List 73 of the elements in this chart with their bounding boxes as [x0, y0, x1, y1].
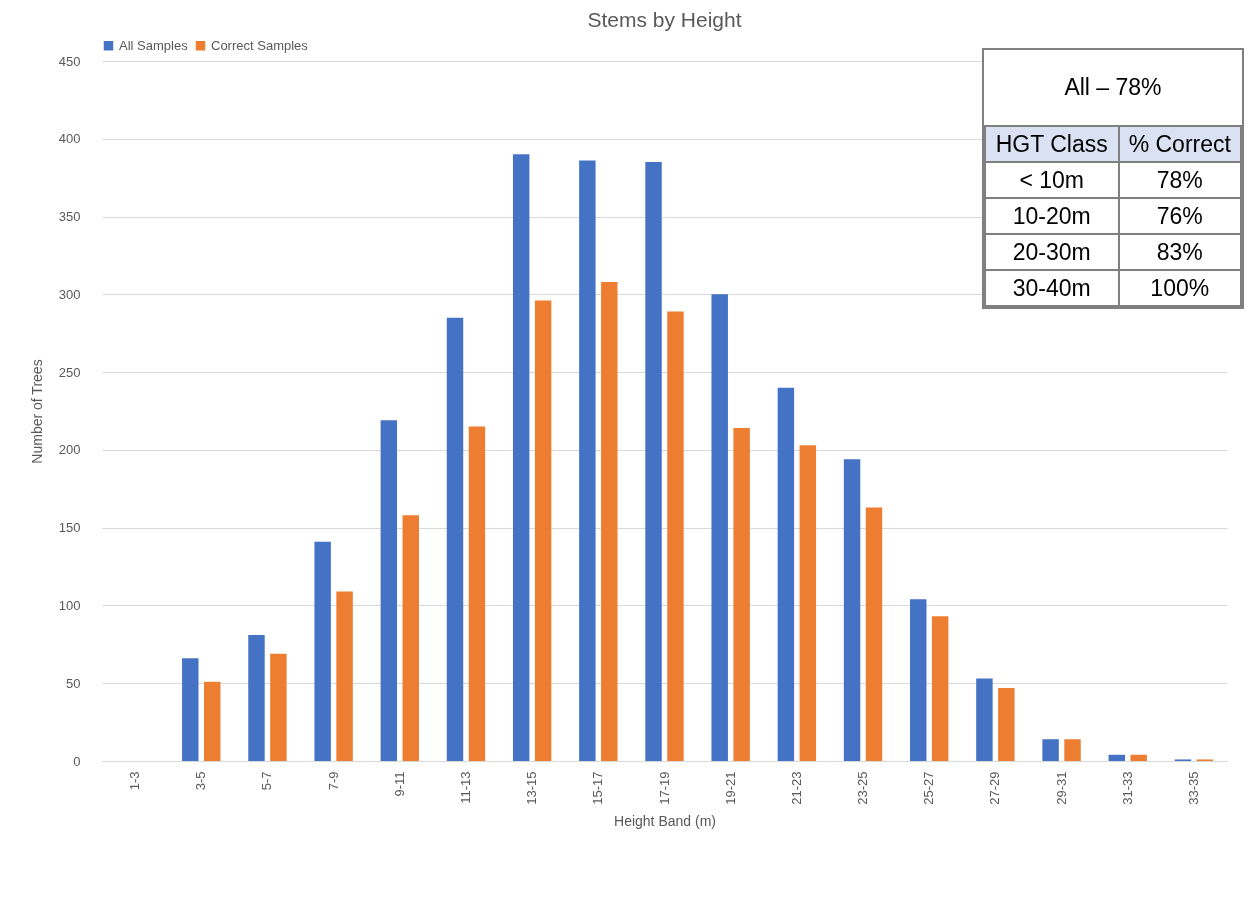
- bar: [799, 445, 817, 761]
- y-tick-label: 0: [73, 753, 81, 769]
- x-tick-label: 3-5: [193, 771, 209, 791]
- annotation: 83%: [1118, 234, 1241, 270]
- bar: [865, 507, 883, 761]
- y-tick-label: 200: [58, 442, 81, 458]
- y-tick-label: 50: [66, 675, 81, 691]
- legend-label: Correct Samples: [211, 37, 309, 53]
- annotation: % Correct: [1118, 126, 1241, 162]
- annotation: < 10m: [985, 162, 1119, 198]
- annotation: HGT Class: [985, 126, 1119, 162]
- x-tick-label: 17-19: [656, 771, 672, 805]
- bar: [998, 687, 1015, 761]
- annotation: 78%: [1118, 162, 1241, 198]
- bar: [1064, 739, 1081, 761]
- bar: [733, 428, 750, 761]
- annotation: 100%: [1118, 270, 1241, 306]
- bar: [931, 616, 949, 761]
- bar: [336, 591, 353, 761]
- text: All – 78%: [985, 50, 1241, 126]
- chart-title: Stems by Height: [587, 8, 742, 31]
- annotation: 20-30m: [985, 234, 1119, 270]
- bar: [402, 515, 419, 761]
- bar: [601, 281, 618, 761]
- x-tick-label: 13-15: [524, 771, 540, 805]
- bar: [1042, 739, 1059, 761]
- x-tick-label: 23-25: [855, 771, 871, 805]
- legend-label: All Samples: [119, 37, 189, 53]
- bar: [204, 681, 221, 761]
- x-tick-label: 29-31: [1053, 771, 1069, 805]
- bar: [182, 658, 199, 761]
- bar: [843, 459, 861, 761]
- bar: [512, 154, 530, 761]
- y-tick-label: 400: [58, 131, 81, 147]
- bar: [667, 311, 684, 761]
- x-tick-label: 7-9: [325, 771, 341, 791]
- x-tick-label: 21-23: [788, 771, 804, 805]
- bar: [777, 387, 795, 761]
- y-tick-label: 250: [58, 364, 81, 380]
- bar: [579, 160, 596, 761]
- x-tick-label: 27-29: [987, 771, 1003, 805]
- x-tick-label: 19-21: [722, 771, 738, 805]
- bar: [976, 678, 993, 761]
- annotation: 76%: [1118, 198, 1241, 234]
- y-tick-label: 300: [58, 286, 81, 302]
- bar: [534, 300, 552, 761]
- bar: [711, 294, 728, 761]
- bar: [910, 599, 927, 761]
- bar: [446, 317, 464, 761]
- annotation: 10-20m: [985, 198, 1119, 234]
- y-tick-label: 100: [58, 597, 81, 613]
- bar: [248, 635, 265, 761]
- x-tick-label: 1-3: [127, 771, 143, 791]
- bar: [468, 426, 486, 761]
- y-axis-title: Number of Trees: [28, 359, 45, 464]
- x-tick-label: 33-35: [1185, 771, 1201, 805]
- annotation: 30-40m: [985, 270, 1119, 306]
- x-tick-label: 5-7: [259, 771, 275, 791]
- y-tick-label: 450: [58, 53, 81, 69]
- y-tick-label: 350: [58, 209, 81, 225]
- bar: [270, 653, 287, 761]
- x-tick-label: 31-33: [1119, 771, 1135, 805]
- bar: [380, 420, 398, 761]
- y-tick-label: 150: [58, 520, 81, 536]
- bar: [645, 162, 662, 761]
- bar: [314, 541, 331, 761]
- x-tick-label: 15-17: [590, 771, 606, 805]
- x-axis-title: Height Band (m): [614, 812, 716, 829]
- bar: [1108, 754, 1125, 761]
- bar: [1130, 754, 1147, 761]
- x-tick-label: 11-13: [457, 771, 473, 804]
- x-tick-label: 25-27: [921, 771, 937, 805]
- x-tick-label: 9-11: [391, 771, 407, 797]
